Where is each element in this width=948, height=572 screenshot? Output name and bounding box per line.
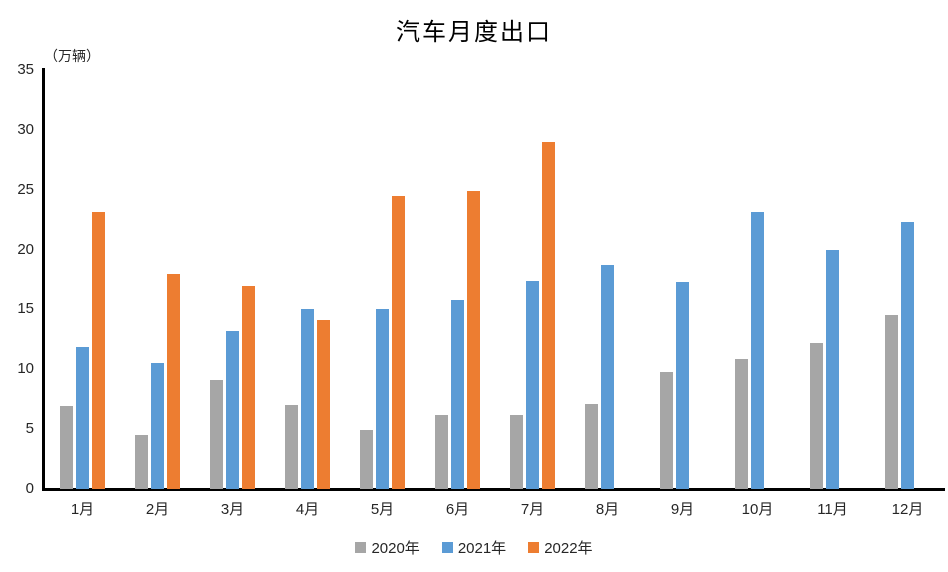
- bar-series2-month6: [451, 299, 464, 489]
- bar-series1-month7: [510, 414, 523, 489]
- bar-series3-month6: [467, 190, 480, 489]
- bar-series1-month8: [585, 404, 598, 489]
- legend-swatch-icon: [355, 542, 367, 553]
- legend-label: 2022年: [544, 540, 593, 557]
- x-axis-tick-label: 9月: [670, 501, 695, 518]
- y-axis-tick-label: 5: [25, 420, 34, 438]
- chart-title: 汽车月度出口: [396, 20, 552, 46]
- x-axis-tick-label: 1月: [70, 501, 95, 518]
- bar-series1-month3: [210, 380, 223, 489]
- bar-series3-month1: [92, 212, 105, 489]
- bar-series2-month4: [301, 309, 314, 489]
- y-axis-tick-label: 0: [25, 480, 34, 497]
- legend-label: 2020年: [371, 540, 420, 557]
- y-axis-tick-label: 20: [17, 240, 34, 258]
- bar-series3-month4: [317, 320, 330, 489]
- bar-series2-month7: [526, 280, 539, 489]
- x-axis-line: [42, 488, 945, 491]
- plot-area: [45, 70, 945, 489]
- bar-series1-month6: [435, 414, 448, 489]
- bar-series2-month11: [826, 249, 839, 489]
- bar-series3-month7: [542, 141, 555, 489]
- y-axis-tick-label: 15: [17, 300, 34, 318]
- x-axis-labels: 1月 2月 3月 4月 5月 6月 7月 8月 9月 10月 11月 12月: [45, 498, 945, 518]
- x-axis-tick-label: 5月: [370, 501, 395, 518]
- bar-series1-month4: [285, 405, 298, 489]
- x-axis-tick-label: 7月: [520, 501, 545, 518]
- bar-series2-month12: [901, 222, 914, 489]
- legend-item-series2: 2021年: [441, 537, 507, 558]
- bar-series2-month2: [151, 363, 164, 489]
- bar-series3-month3: [242, 285, 255, 489]
- y-axis-tick-label: 10: [17, 360, 34, 378]
- legend-swatch-icon: [528, 542, 540, 553]
- legend-swatch-icon: [441, 542, 453, 553]
- bar-series3-month5: [392, 195, 405, 489]
- bar-series2-month5: [376, 309, 389, 489]
- x-axis-tick-label: 3月: [220, 501, 245, 518]
- bar-series1-month12: [885, 315, 898, 489]
- bar-series1-month10: [735, 358, 748, 489]
- legend: 2020年 2021年 2022年: [0, 537, 948, 558]
- bar-series1-month11: [810, 342, 823, 489]
- x-axis-tick-label: 10月: [741, 501, 774, 518]
- bar-series1-month9: [660, 371, 673, 489]
- bar-series1-month2: [135, 435, 148, 489]
- bar-series2-month9: [676, 281, 689, 489]
- x-axis-tick-label: 11月: [817, 501, 848, 518]
- x-axis-tick-label: 12月: [891, 501, 924, 518]
- y-axis-line: [42, 68, 45, 491]
- x-axis-tick-label: 8月: [595, 501, 620, 518]
- y-axis-unit-label: （万辆）: [44, 48, 100, 64]
- bar-series2-month10: [751, 212, 764, 489]
- bar-series3-month2: [167, 273, 180, 489]
- y-axis-tick-label: 30: [17, 120, 34, 138]
- legend-item-series3: 2022年: [528, 537, 593, 558]
- bar-series2-month8: [601, 265, 614, 489]
- y-axis-tick-label: 35: [17, 61, 34, 78]
- legend-item-series1: 2020年: [355, 537, 420, 558]
- bar-series1-month5: [360, 430, 373, 489]
- x-axis-tick-label: 2月: [145, 501, 170, 518]
- bar-series2-month1: [76, 346, 89, 489]
- legend-label: 2021年: [457, 540, 507, 557]
- bar-series2-month3: [226, 330, 239, 489]
- bar-series1-month1: [60, 406, 73, 489]
- x-axis-tick-label: 4月: [295, 501, 320, 518]
- y-axis-tick-label: 25: [17, 180, 34, 198]
- x-axis-tick-label: 6月: [445, 501, 470, 518]
